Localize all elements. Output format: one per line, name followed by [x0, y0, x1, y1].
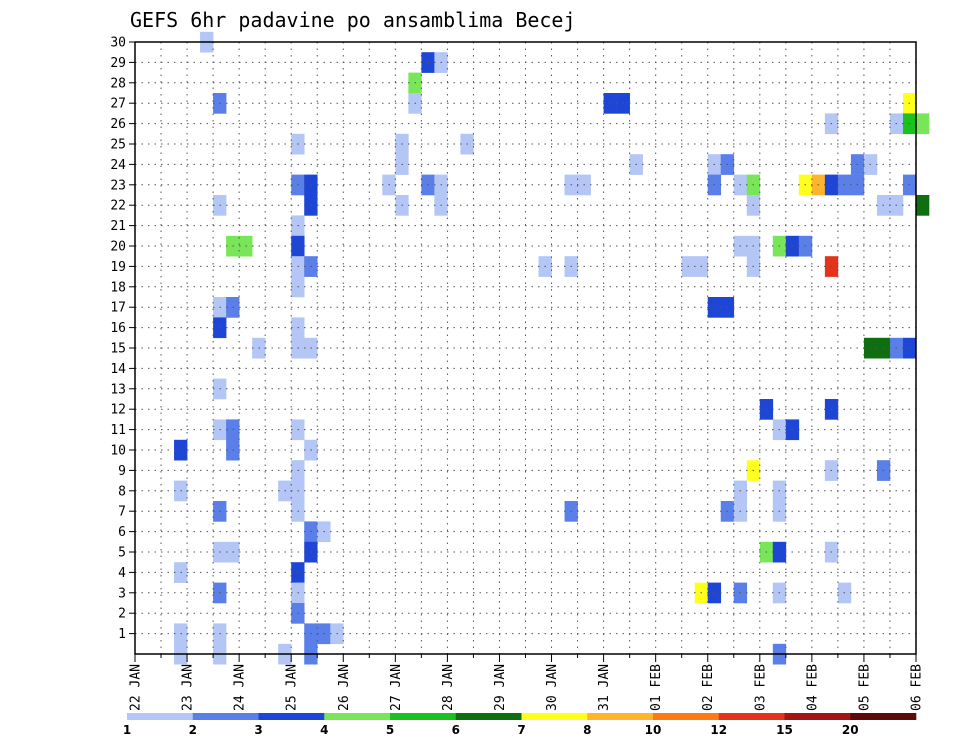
y-tick-label: 26 — [110, 117, 126, 132]
y-tick-label: 20 — [110, 240, 126, 255]
y-tick-label: 9 — [118, 464, 126, 479]
colorbar-swatch — [390, 713, 457, 720]
x-tick-label: 31 JAN — [597, 664, 612, 711]
y-tick-label: 2 — [118, 607, 126, 622]
colorbar-swatch — [324, 713, 391, 720]
y-tick-label: 19 — [110, 260, 126, 275]
x-tick-label: 05 FEB — [857, 664, 872, 711]
y-tick-label: 10 — [110, 444, 126, 459]
y-tick-label: 14 — [110, 362, 126, 377]
y-tick-label: 16 — [110, 321, 126, 336]
x-axis: 22 JAN 23 JAN 24 JAN 25 JAN 26 JAN 27 JAN 28 J… — [129, 654, 925, 711]
precip-cell — [916, 195, 930, 216]
y-tick-label: 21 — [110, 219, 126, 234]
x-tick-label: 23 JAN — [181, 664, 196, 711]
y-tick-label: 29 — [110, 56, 126, 71]
y-tick-label: 22 — [110, 199, 126, 214]
colorbar-label: 8 — [583, 723, 591, 737]
colorbar-swatch — [521, 713, 588, 720]
y-tick-label: 3 — [118, 586, 126, 601]
colorbar-swatch — [850, 713, 917, 720]
y-axis: 1234567891011121314151617181920212223242… — [110, 36, 135, 642]
y-tick-label: 13 — [110, 382, 126, 397]
y-tick-label: 27 — [110, 97, 126, 112]
colorbar-label: 5 — [386, 723, 394, 737]
y-tick-label: 8 — [118, 484, 126, 499]
colorbar-label: 3 — [254, 723, 262, 737]
x-tick-label: 28 JAN — [441, 664, 456, 711]
y-tick-label: 24 — [110, 158, 126, 173]
colorbar-label: 2 — [189, 723, 197, 737]
colorbar-swatch — [718, 713, 785, 720]
x-tick-label: 27 JAN — [389, 664, 404, 711]
x-tick-label: 25 JAN — [285, 664, 300, 711]
colorbar-label: 12 — [710, 723, 727, 737]
x-tick-label: 29 JAN — [493, 664, 508, 711]
y-tick-label: 23 — [110, 178, 126, 193]
colorbar-swatch — [455, 713, 522, 720]
x-tick-label: 03 FEB — [753, 664, 768, 711]
x-tick-label: 06 FEB — [910, 664, 925, 711]
y-tick-label: 18 — [110, 280, 126, 295]
x-tick-label: 26 JAN — [337, 664, 352, 711]
colorbar-swatch — [587, 713, 654, 720]
colorbar-label: 4 — [320, 723, 328, 737]
y-tick-label: 1 — [118, 627, 126, 642]
colorbar-swatch — [653, 713, 720, 720]
colorbar-label: 15 — [776, 723, 793, 737]
y-tick-label: 28 — [110, 76, 126, 91]
y-tick-label: 30 — [110, 36, 126, 51]
y-tick-label: 11 — [110, 423, 126, 438]
colorbar-label: 10 — [645, 723, 662, 737]
x-tick-label: 01 FEB — [649, 664, 664, 711]
grid-lines — [135, 42, 916, 654]
chart-title: GEFS 6hr padavine po ansamblima Becej — [130, 8, 576, 32]
x-tick-label: 02 FEB — [701, 664, 716, 711]
colorbar-label: 6 — [452, 723, 460, 737]
x-tick-label: 24 JAN — [233, 664, 248, 711]
colorbar-swatch — [127, 713, 194, 720]
y-tick-label: 7 — [118, 505, 126, 520]
colorbar-swatch — [192, 713, 259, 720]
y-tick-label: 25 — [110, 138, 126, 153]
colorbar-swatch — [258, 713, 325, 720]
colorbar-label: 7 — [517, 723, 525, 737]
y-tick-label: 12 — [110, 403, 126, 418]
x-tick-label: 30 JAN — [545, 664, 560, 711]
colorbar-swatch — [784, 713, 851, 720]
x-tick-label: 22 JAN — [129, 664, 144, 711]
y-tick-label: 4 — [118, 566, 126, 581]
y-tick-label: 15 — [110, 342, 126, 357]
colorbar: 1 2 3 4 5 6 7 8 10 12 15 20 — [123, 713, 917, 737]
y-tick-label: 17 — [110, 301, 126, 316]
precip-cell — [916, 113, 930, 135]
colorbar-label: 20 — [842, 723, 859, 737]
y-tick-label: 6 — [118, 525, 126, 540]
x-tick-label: 04 FEB — [805, 664, 820, 711]
y-tick-label: 5 — [118, 546, 126, 561]
colorbar-label: 1 — [123, 723, 131, 737]
